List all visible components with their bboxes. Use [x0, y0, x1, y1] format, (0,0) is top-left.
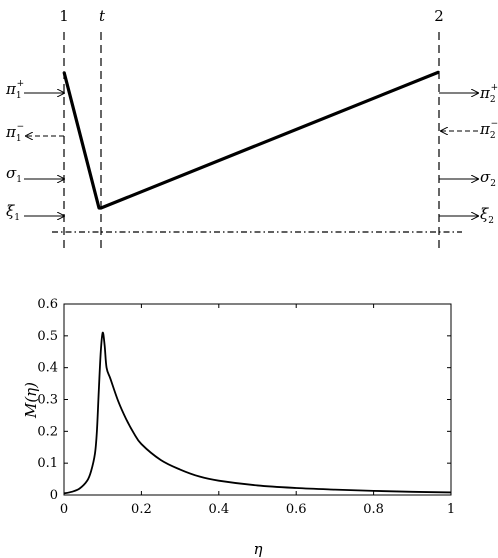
- left-arrow-pi1-plus: π1+: [5, 79, 64, 101]
- plot-area: [63, 303, 452, 496]
- profile-curve: [62, 70, 440, 210]
- x-tick-label: 0.8: [363, 502, 384, 517]
- svg-text:σ2: σ2: [480, 168, 496, 189]
- svg-text:ξ1: ξ1: [6, 202, 20, 223]
- right-arrow-xi2: ξ2: [439, 205, 494, 226]
- left-arrow-pi1-minus: π1−: [5, 122, 64, 144]
- y-tick-label: 0.6: [37, 297, 58, 312]
- x-tick-label: 0.4: [208, 502, 229, 517]
- network-diagram: 1 t 2 π1+ π1− σ1 ξ1 π2+ π2− σ2 ξ2: [5, 7, 498, 250]
- y-axis-label: M(η): [22, 382, 40, 419]
- y-tick-label: 0.2: [37, 424, 58, 439]
- svg-text:π2+: π2+: [479, 83, 498, 105]
- svg-text:σ1: σ1: [6, 164, 22, 185]
- column-label-2: 2: [434, 7, 444, 25]
- left-arrow-xi1: ξ1: [6, 202, 64, 223]
- y-tick-label: 0.4: [37, 361, 58, 376]
- x-axis-ticks: 0 0.2 0.4 0.6 0.8 1: [60, 304, 455, 517]
- x-tick-label: 0.2: [131, 502, 152, 517]
- x-tick-label: 1: [447, 502, 455, 517]
- left-arrow-sigma1: σ1: [6, 164, 64, 185]
- svg-text:π2−: π2−: [479, 119, 498, 141]
- column-label-t: t: [99, 7, 106, 25]
- right-arrow-pi2-minus: π2−: [441, 119, 498, 141]
- y-axis-ticks: 0 0.1 0.2 0.3 0.4 0.5 0.6: [37, 297, 451, 503]
- svg-text:ξ2: ξ2: [480, 205, 494, 226]
- y-tick-label: 0.5: [37, 329, 58, 344]
- plot-frame: [63, 303, 452, 496]
- series-line-0: [63, 331, 452, 495]
- right-arrow-pi2-plus: π2+: [439, 83, 498, 105]
- column-label-1: 1: [59, 7, 69, 25]
- y-tick-label: 0.3: [37, 393, 58, 408]
- x-tick-label: 0: [60, 502, 68, 517]
- y-tick-label: 0: [50, 488, 58, 503]
- right-arrow-sigma2: σ2: [439, 168, 496, 189]
- x-axis-label: η: [254, 540, 263, 558]
- svg-text:π1−: π1−: [5, 122, 24, 144]
- y-tick-label: 0.1: [37, 456, 58, 471]
- x-tick-label: 0.6: [286, 502, 307, 517]
- svg-text:π1+: π1+: [5, 79, 24, 101]
- line-chart: 0 0.2 0.4 0.6 0.8 1 0 0.1 0.2 0.3 0.4 0.5 0.6 η M(η…: [22, 297, 455, 558]
